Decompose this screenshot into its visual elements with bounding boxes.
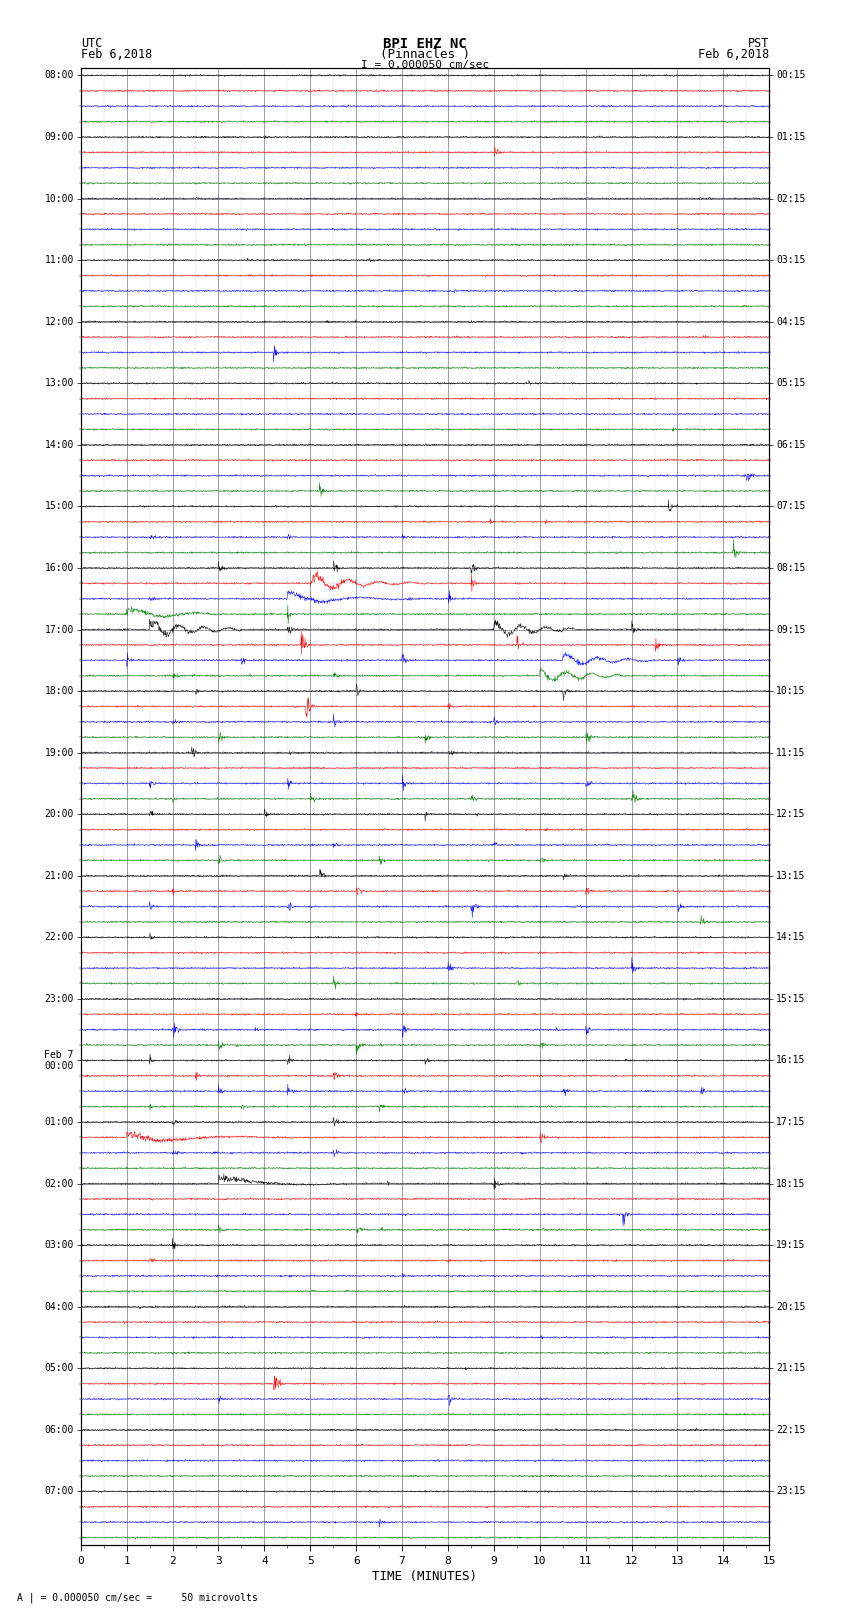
Text: UTC: UTC <box>81 37 102 50</box>
X-axis label: TIME (MINUTES): TIME (MINUTES) <box>372 1569 478 1582</box>
Text: Feb 6,2018: Feb 6,2018 <box>698 48 769 61</box>
Text: PST: PST <box>748 37 769 50</box>
Text: I = 0.000050 cm/sec: I = 0.000050 cm/sec <box>361 60 489 69</box>
Text: Feb 6,2018: Feb 6,2018 <box>81 48 152 61</box>
Text: BPI EHZ NC: BPI EHZ NC <box>383 37 467 52</box>
Text: A | = 0.000050 cm/sec =     50 microvolts: A | = 0.000050 cm/sec = 50 microvolts <box>17 1592 258 1603</box>
Text: (Pinnacles ): (Pinnacles ) <box>380 48 470 61</box>
